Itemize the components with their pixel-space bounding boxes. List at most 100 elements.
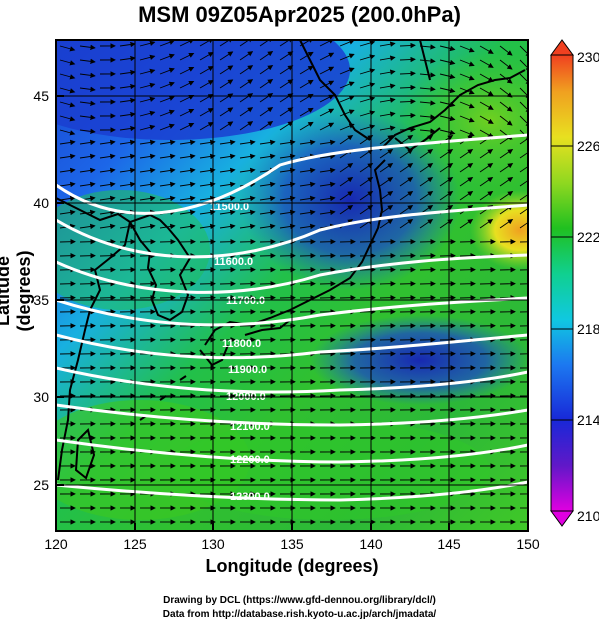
wind-arrow — [259, 181, 276, 188]
wind-arrow — [519, 148, 528, 159]
wind-arrow — [119, 167, 136, 174]
wind-arrow — [159, 109, 175, 117]
wind-arrow — [399, 98, 416, 105]
wind-arrow — [459, 190, 474, 201]
wind-arrow — [359, 124, 376, 131]
wind-arrow — [239, 223, 256, 230]
wind-arrow — [219, 121, 234, 131]
wind-arrow — [179, 223, 196, 230]
wind-arrow — [139, 139, 156, 146]
colorbar: 230 226 222 218 214 210 — [550, 39, 599, 527]
wind-arrow — [339, 204, 354, 215]
colorbar-label: 226 — [577, 138, 599, 154]
wind-arrow — [459, 129, 475, 137]
wind-arrow — [119, 139, 136, 146]
wind-arrow — [299, 107, 314, 117]
wind-arrow — [199, 52, 214, 61]
x-tick-label: 125 — [123, 536, 147, 552]
wind-arrow — [339, 40, 355, 47]
wind-arrow — [299, 121, 314, 131]
colorbar-label: 214 — [577, 412, 599, 428]
wind-arrow — [59, 45, 76, 52]
wind-vectors — [59, 40, 528, 525]
wind-arrow — [379, 148, 394, 159]
wind-arrow — [299, 139, 316, 146]
wind-arrow — [139, 110, 156, 117]
wind-arrow — [419, 176, 434, 187]
wind-arrow — [459, 176, 474, 187]
wind-arrow — [399, 70, 416, 77]
x-tick-label: 145 — [437, 536, 461, 552]
wind-arrow — [479, 148, 494, 159]
wind-arrow — [379, 162, 394, 173]
wind-arrow — [159, 53, 175, 61]
wind-arrow — [79, 72, 96, 79]
wind-arrow — [359, 68, 376, 75]
x-tick-label: 135 — [280, 536, 304, 552]
wind-arrow — [59, 139, 76, 146]
wind-arrow — [439, 45, 456, 52]
wind-arrow — [319, 80, 335, 89]
wind-arrow — [339, 162, 354, 173]
contour-label: 12200.0 — [230, 454, 270, 466]
wind-arrow — [179, 80, 195, 89]
wind-arrow — [119, 69, 136, 76]
wind-arrow — [339, 53, 355, 61]
wind-arrow — [419, 128, 436, 134]
wind-arrow — [259, 139, 276, 146]
wind-arrow — [239, 139, 256, 146]
wind-arrow — [379, 134, 394, 145]
wind-arrow — [59, 195, 76, 202]
wind-arrow — [59, 73, 76, 80]
wind-arrow — [439, 162, 454, 173]
wind-arrow — [379, 97, 396, 103]
wind-arrow — [479, 101, 494, 110]
wind-arrow — [379, 111, 396, 117]
wind-arrow — [319, 209, 336, 216]
wind-arrow — [99, 195, 116, 202]
wind-arrow — [79, 128, 96, 135]
x-tick-label: 140 — [359, 536, 383, 552]
wind-arrow — [459, 59, 475, 67]
wind-arrow — [199, 139, 216, 146]
wind-arrow — [179, 195, 196, 202]
wind-arrow — [219, 223, 236, 230]
wind-arrow — [319, 52, 335, 61]
wind-arrow — [499, 59, 513, 70]
wind-arrow — [159, 153, 176, 160]
wind-arrow — [279, 93, 294, 103]
wind-arrow — [399, 190, 414, 201]
wind-arrow — [519, 115, 528, 128]
wind-arrow — [159, 123, 175, 131]
wind-arrow — [439, 73, 456, 80]
wind-arrow — [199, 209, 216, 216]
wind-arrow — [299, 209, 316, 216]
wind-arrow — [339, 176, 354, 187]
wind-arrow — [419, 100, 436, 106]
wind-arrow — [259, 209, 276, 216]
wind-arrow — [339, 109, 355, 117]
wind-arrow — [479, 218, 494, 229]
wind-arrow — [139, 40, 156, 47]
wind-arrow — [59, 153, 76, 160]
wind-arrow — [199, 153, 216, 160]
wind-arrow — [519, 176, 528, 187]
wind-arrow — [359, 162, 374, 173]
credit-line-data: Data from http://database.rish.kyoto-u.a… — [162, 609, 437, 620]
wind-arrow — [279, 51, 294, 61]
wind-arrow — [119, 195, 136, 202]
wind-arrow — [219, 195, 236, 202]
y-tick-label: 40 — [33, 195, 49, 211]
wind-arrow — [139, 124, 156, 131]
wind-arrow — [379, 69, 396, 75]
wind-arrow — [279, 79, 294, 89]
wind-arrow — [139, 223, 156, 230]
wind-arrow — [339, 81, 355, 89]
wind-arrow — [219, 167, 236, 174]
wind-arrow — [379, 55, 396, 61]
wind-arrow — [259, 64, 274, 75]
wind-arrow — [79, 86, 96, 93]
wind-arrow — [479, 190, 494, 201]
wind-arrow — [79, 181, 96, 188]
